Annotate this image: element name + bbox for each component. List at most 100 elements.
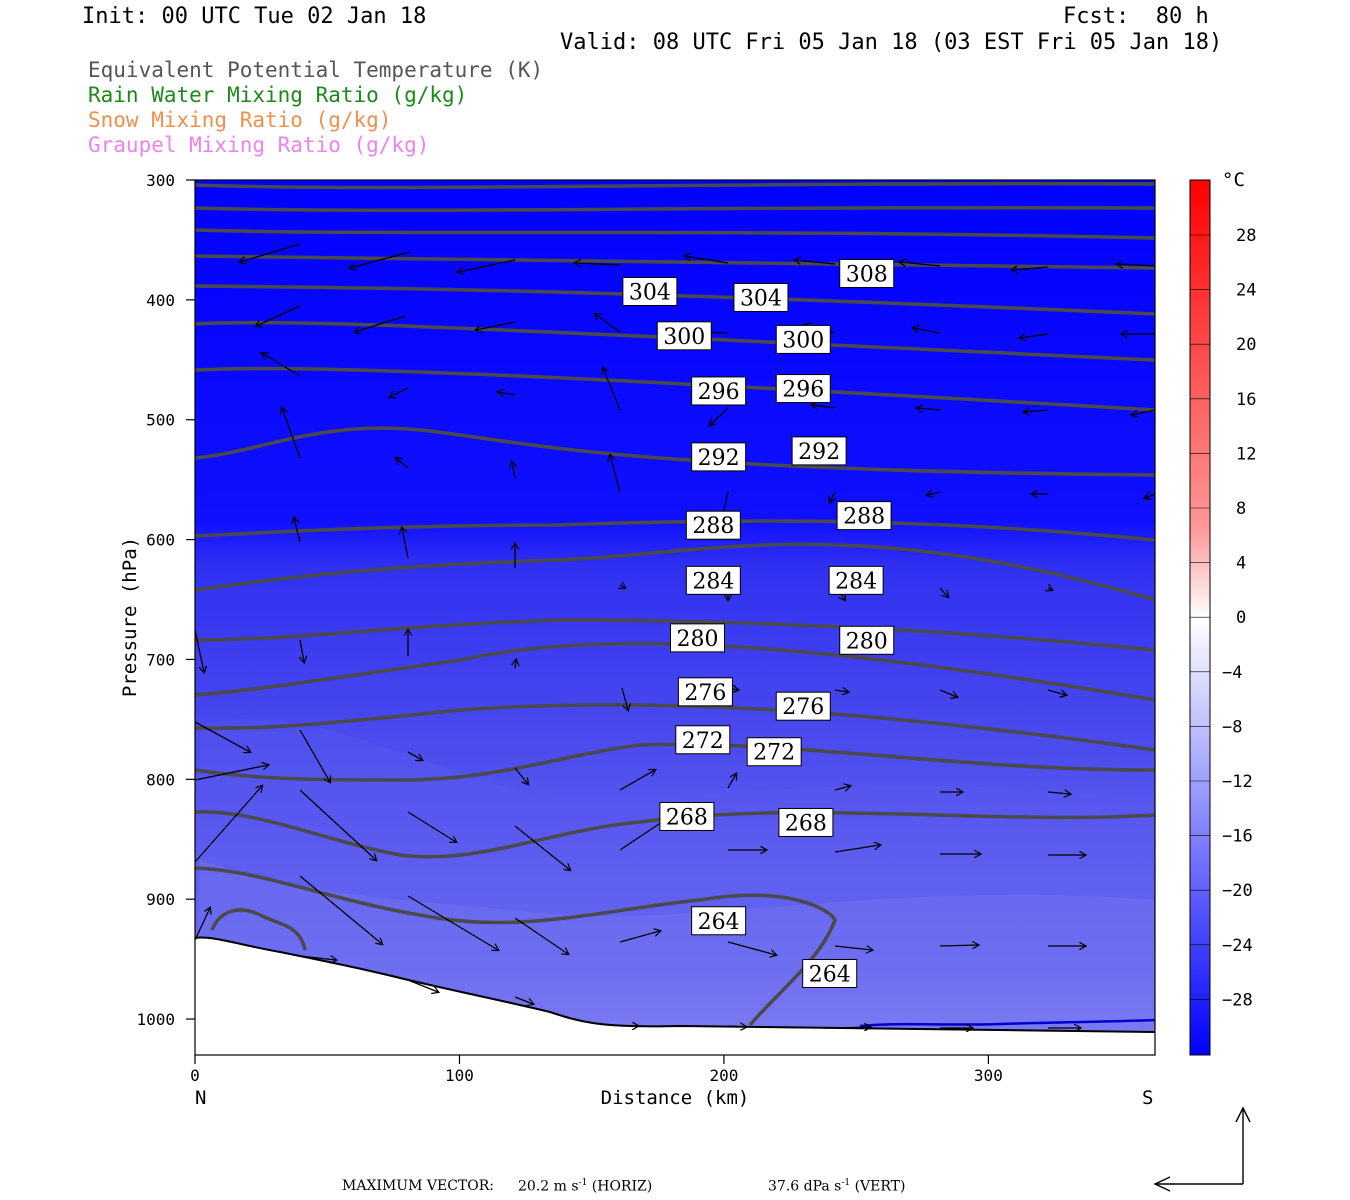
contour-label: 280 <box>669 623 725 653</box>
contour-label-text: 304 <box>629 280 671 305</box>
contour-label: 284 <box>685 565 741 595</box>
y-tick-label: 900 <box>146 890 175 909</box>
contour-label-text: 280 <box>676 627 718 652</box>
contour-label-box <box>775 691 831 721</box>
contour-label: 292 <box>691 442 747 472</box>
max-vector-key <box>1153 1106 1251 1192</box>
colorbar-tick-label: −16 <box>1222 827 1253 847</box>
contour-label-box <box>656 321 712 351</box>
max-vector-label: MAXIMUM VECTOR: <box>342 1178 494 1194</box>
contour-label: 276 <box>677 677 733 707</box>
contour-label-text: 308 <box>846 262 888 287</box>
contour-label: 284 <box>828 565 884 595</box>
contour-label: 264 <box>802 958 858 988</box>
x-end-label-left: N <box>195 1087 206 1109</box>
contour-label-text: 272 <box>682 729 724 754</box>
x-axis: 0 100 200 300 <box>190 1055 1003 1085</box>
max-horiz-vector: 20.2 m s-1 (HORIZ) <box>518 1178 653 1195</box>
contour-label-text: 264 <box>698 910 740 935</box>
valid-time: Valid: 08 UTC Fri 05 Jan 18 (03 EST Fri … <box>560 30 1223 55</box>
contour-label-text: 268 <box>666 805 708 830</box>
x-axis-label: Distance (km) <box>601 1087 750 1109</box>
wind-vectors <box>194 243 1156 1028</box>
contour-label: 304 <box>622 276 678 306</box>
contour-label: 268 <box>659 801 715 831</box>
contour-label-box <box>775 324 831 354</box>
field-graupel: Graupel Mixing Ratio (g/kg) <box>88 133 430 157</box>
contour-label-box <box>691 376 747 406</box>
colorbar-tick-label: 16 <box>1236 390 1256 410</box>
contour-label-box <box>733 282 789 312</box>
contour-label-box <box>685 565 741 595</box>
y-axis-label: Pressure (hPa) <box>119 537 141 697</box>
contour-label-text: 268 <box>785 811 827 836</box>
colorbar-tick-label: −4 <box>1222 663 1242 683</box>
y-tick-label: 500 <box>146 411 175 430</box>
contour-label-box <box>839 625 895 655</box>
contour-label-text: 280 <box>846 629 888 654</box>
contour-label: 288 <box>836 501 892 531</box>
contour-label-text: 276 <box>782 695 824 720</box>
field-snow: Snow Mixing Ratio (g/kg) <box>88 108 392 132</box>
colorbar-tick-label: −24 <box>1222 936 1253 956</box>
contour-label: 288 <box>685 510 741 540</box>
contour-label-box <box>675 725 731 755</box>
colorbar-tick-label: 20 <box>1236 335 1256 355</box>
contour-label-box <box>839 258 895 288</box>
colorbar-ticks: 28 24 20 16 12 8 4 0 −4 −8 −12 −16 −20 −24 −28 <box>1190 226 1256 1010</box>
contour-label-text: 304 <box>740 286 782 311</box>
contour-label-box <box>622 276 678 306</box>
colorbar-tick-label: −12 <box>1222 772 1253 792</box>
contour-label-box <box>691 906 747 936</box>
contour-label-text: 264 <box>809 962 851 987</box>
contour-label-text: 288 <box>692 514 734 539</box>
theta-e-contours <box>195 181 1155 1027</box>
contour-label-text: 300 <box>782 328 824 353</box>
colorbar-tick-label: 28 <box>1236 226 1256 246</box>
max-vert-vector: 37.6 dPa s-1 (VERT) <box>768 1178 906 1195</box>
y-tick-label: 700 <box>146 650 175 669</box>
x-tick-label: 300 <box>974 1066 1003 1085</box>
colorbar-unit: °C <box>1222 169 1245 191</box>
contour-label-text: 288 <box>843 505 885 530</box>
contour-label-box <box>828 565 884 595</box>
contour-label: 300 <box>656 321 712 351</box>
contour-label-text: 296 <box>698 380 740 405</box>
contour-label: 268 <box>778 807 834 837</box>
contour-label: 272 <box>746 737 802 767</box>
contour-label-text: 300 <box>663 325 705 350</box>
contour-label-box <box>677 677 733 707</box>
init-time: Init: 00 UTC Tue 02 Jan 18 <box>82 4 427 29</box>
plot-frame <box>194 179 1156 1056</box>
contour-label: 300 <box>775 324 831 354</box>
colorbar-tick-label: 0 <box>1236 608 1246 628</box>
contour-label-text: 276 <box>684 681 726 706</box>
contour-label-box <box>775 374 831 404</box>
contour-label-box <box>669 623 725 653</box>
contour-label: 296 <box>691 376 747 406</box>
terrain-mask <box>195 937 1155 1055</box>
snow-mixing-contour <box>859 1018 1156 1028</box>
x-end-label-right: S <box>1142 1087 1153 1109</box>
field-rain: Rain Water Mixing Ratio (g/kg) <box>88 83 468 107</box>
contour-label-text: 292 <box>698 446 740 471</box>
forecast-hour: Fcst: 80 h <box>1063 4 1209 29</box>
y-tick-label: 1000 <box>136 1010 175 1029</box>
contour-label-text: 272 <box>753 741 795 766</box>
colorbar-tick-label: −20 <box>1222 881 1253 901</box>
contour-label: 296 <box>775 374 831 404</box>
contour-label: 272 <box>675 725 731 755</box>
x-tick-label: 100 <box>445 1066 474 1085</box>
contour-label: 292 <box>791 436 847 466</box>
y-axis: 300 400 500 600 700 800 900 1000 <box>136 171 195 1029</box>
contour-label-text: 296 <box>782 378 824 403</box>
contour-label-text: 292 <box>798 440 840 465</box>
contour-label: 264 <box>691 906 747 936</box>
field-theta-e: Equivalent Potential Temperature (K) <box>88 58 544 82</box>
contour-label-box <box>836 501 892 531</box>
terrain-line <box>194 936 1156 1033</box>
colorbar-tick-label: 4 <box>1236 554 1246 574</box>
contour-label: 276 <box>775 691 831 721</box>
